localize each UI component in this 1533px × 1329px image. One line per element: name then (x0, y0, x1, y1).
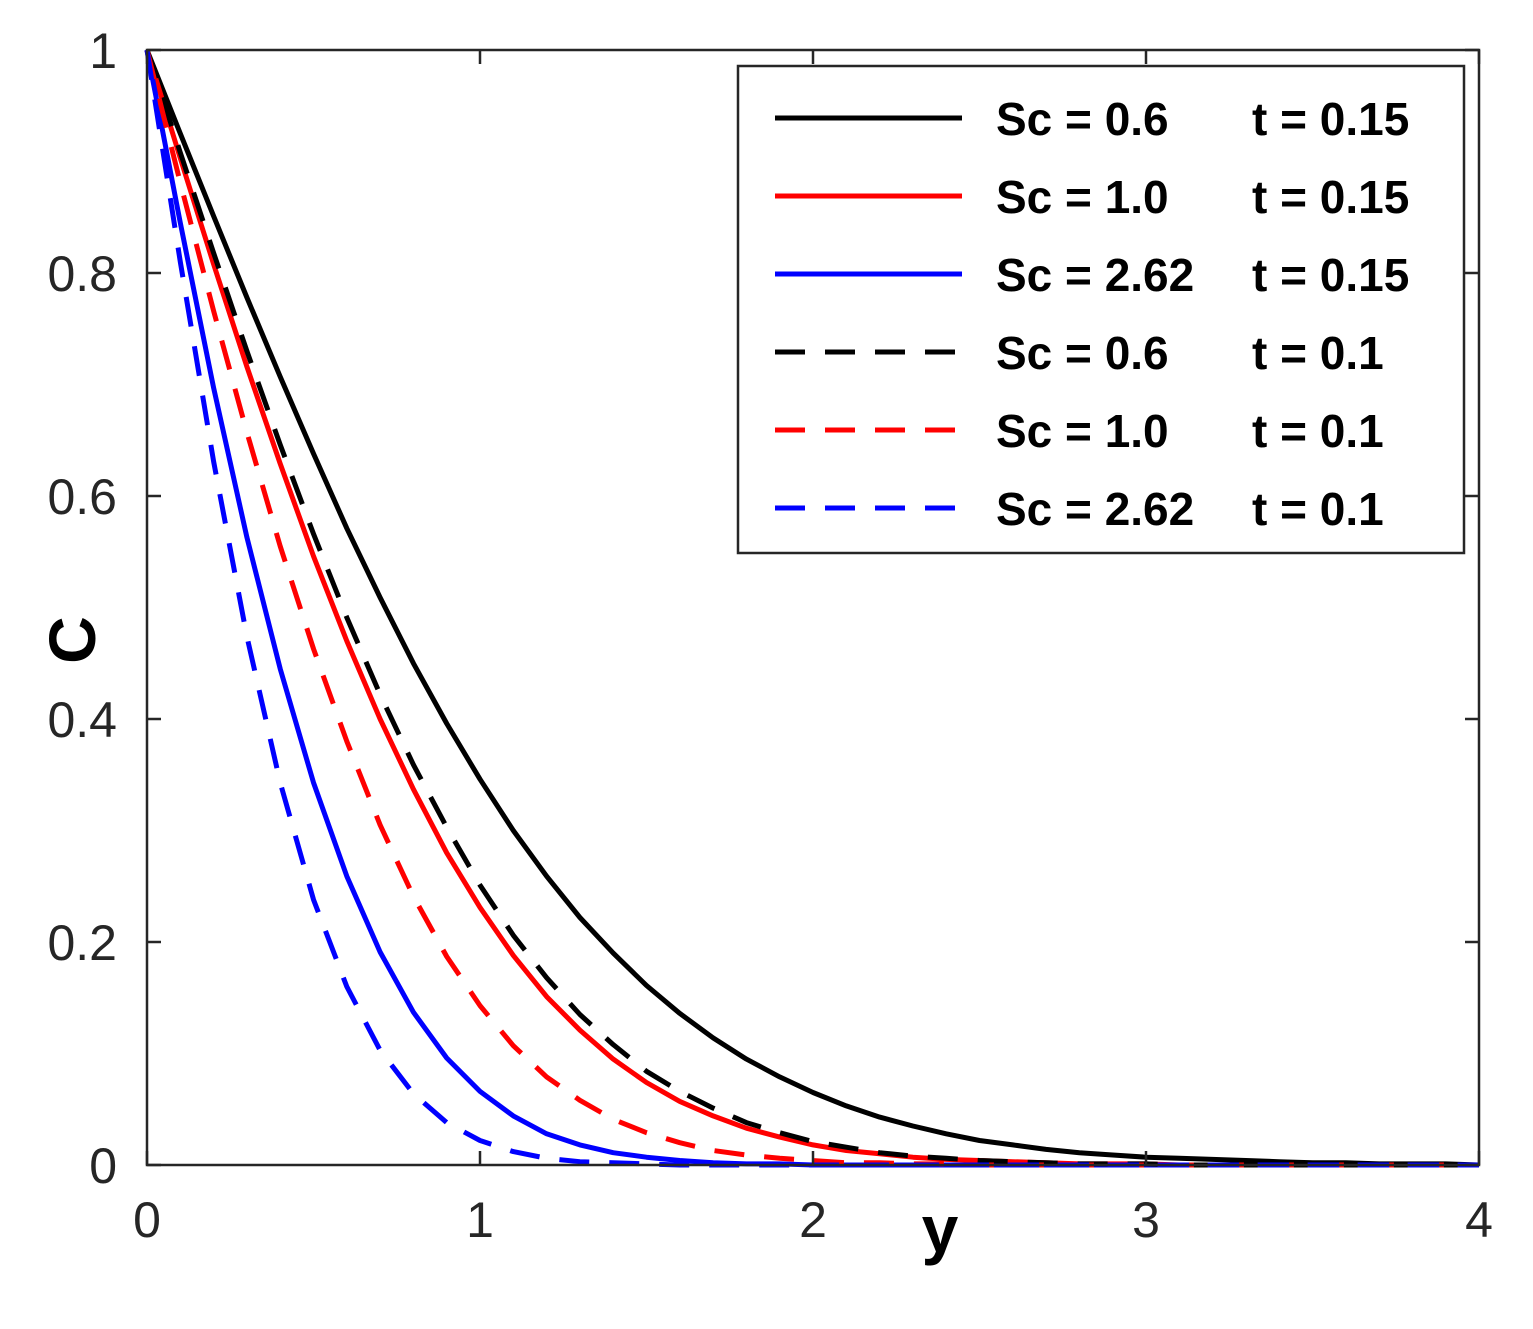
legend-label: Sc = 1.0 (996, 171, 1169, 223)
y-tick-label: 0.2 (47, 915, 117, 971)
y-axis-label: C (35, 616, 109, 664)
x-tick-label: 0 (133, 1192, 161, 1248)
legend-label-time: t = 0.15 (1252, 171, 1409, 223)
legend-label-time: t = 0.1 (1252, 327, 1384, 379)
legend-label: Sc = 2.62 (996, 483, 1194, 535)
legend: Sc = 0.6 t = 0.15 Sc = 1.0 t = 0.15 Sc = 2.6… (736, 64, 1466, 555)
series-line-5 (144, 49, 1479, 1168)
series-line-1 (144, 49, 1480, 1168)
legend-label-time: t = 0.15 (1252, 93, 1409, 145)
x-tick-label: 4 (1465, 1192, 1493, 1248)
legend-label-time: t = 0.1 (1252, 405, 1384, 457)
y-tick-label: 0.4 (47, 692, 117, 748)
legend-box (736, 64, 1466, 555)
axis-ticks: 0 1 2 3 4 0 0.2 0.4 0.6 0.8 1 (47, 23, 1492, 1248)
legend-label: Sc = 0.6 (996, 327, 1169, 379)
y-tick-label: 0.6 (47, 469, 117, 525)
legend-label: Sc = 0.6 (996, 93, 1169, 145)
y-tick-label: 0 (89, 1138, 117, 1194)
legend-label-time: t = 0.1 (1252, 483, 1384, 535)
x-tick-label: 1 (466, 1192, 494, 1248)
y-tick-label: 0.8 (47, 246, 117, 302)
y-tick-label: 1 (89, 23, 117, 79)
x-axis-label: y (922, 1192, 959, 1266)
x-tick-label: 3 (1132, 1192, 1160, 1248)
legend-label-time: t = 0.15 (1252, 249, 1409, 301)
legend-label: Sc = 2.62 (996, 249, 1194, 301)
x-tick-label: 2 (799, 1192, 827, 1248)
legend-label: Sc = 1.0 (996, 405, 1169, 457)
